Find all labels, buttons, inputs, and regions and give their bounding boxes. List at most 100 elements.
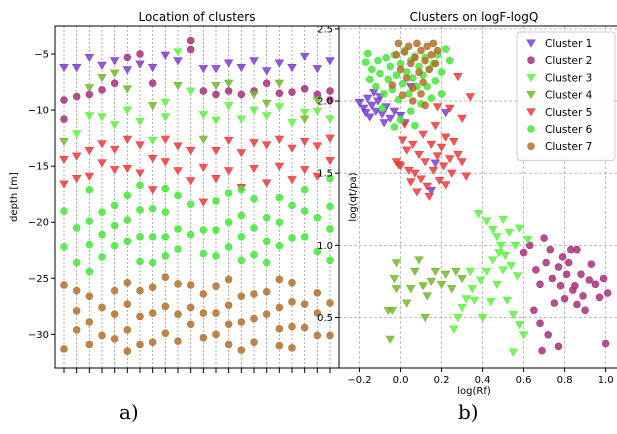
chart-b-point-cluster-3 (496, 241, 506, 250)
chart-a-point-cluster-6 (161, 208, 170, 216)
chart-a-point-cluster-6 (136, 206, 144, 214)
chart-a-y-label: depth [m] (9, 172, 20, 222)
chart-a-point-cluster-7 (72, 286, 81, 295)
chart-a-point-cluster-4 (261, 99, 272, 108)
chart-a-point-cluster-6 (326, 202, 334, 211)
chart-a-point-cluster-7 (237, 318, 246, 326)
chart-b-point-cluster-2 (595, 293, 604, 302)
chart-b-point-cluster-3 (488, 256, 498, 265)
chart-a-point-cluster-2 (224, 87, 233, 95)
chart-b-point-cluster-2 (560, 294, 569, 303)
chart-b-point-cluster-4 (420, 314, 430, 323)
chart-a-point-cluster-5 (211, 147, 221, 156)
chart-b-point-cluster-2 (573, 300, 581, 309)
chart-a-point-cluster-7 (72, 326, 81, 334)
chart-b-point-cluster-6 (437, 90, 446, 98)
chart-a-point-cluster-7 (237, 292, 246, 300)
chart-b-x-tick-label: 0.4 (475, 375, 491, 386)
chart-a-point-cluster-2 (262, 79, 271, 87)
chart-b-point-cluster-5 (414, 150, 424, 160)
chart-b-point-cluster-3 (514, 321, 525, 330)
chart-a-point-cluster-6 (85, 267, 94, 276)
chart-b-point-cluster-1 (379, 119, 389, 128)
chart-a-point-cluster-7 (326, 331, 334, 340)
chart-b-point-cluster-7 (402, 74, 411, 82)
chart-a-point-cluster-2 (237, 90, 246, 99)
chart-b-point-cluster-3 (481, 217, 492, 226)
chart-a-point-cluster-5 (71, 175, 82, 184)
chart-a-point-cluster-6 (136, 257, 144, 266)
chart-a-point-cluster-5 (135, 169, 145, 178)
chart-b-point-cluster-5 (447, 169, 457, 178)
chart-a-point-cluster-7 (199, 290, 208, 298)
legend-label-cluster-7: Cluster 7 (545, 141, 592, 153)
chart-a-point-cluster-2 (110, 79, 119, 87)
chart-a-point-cluster-5 (198, 163, 209, 172)
chart-a-point-cluster-7 (262, 288, 271, 296)
chart-a-point-cluster-1 (173, 57, 183, 66)
chart-a-point-cluster-6 (326, 174, 334, 183)
chart-a-point-cluster-1 (160, 51, 171, 60)
chart-b-point-cluster-7 (417, 90, 425, 98)
chart-b-point-cluster-3 (498, 215, 508, 224)
chart-b-point-cluster-3 (498, 266, 508, 275)
chart-b-point-cluster-7 (388, 81, 397, 89)
chart-b-point-cluster-7 (396, 65, 405, 74)
chart-a-point-cluster-6 (250, 224, 258, 232)
chart-a-point-cluster-6 (237, 256, 246, 265)
chart-a-point-cluster-4 (312, 96, 323, 105)
chart-a-point-cluster-7 (275, 275, 284, 284)
chart-b-point-cluster-1 (395, 112, 406, 121)
chart-a-point-cluster-7 (123, 279, 132, 287)
chart-a-point-cluster-3 (109, 121, 120, 130)
chart-a-point-cluster-4 (223, 79, 234, 88)
chart-a-point-cluster-7 (85, 340, 94, 349)
chart-b-point-cluster-1 (362, 94, 373, 103)
chart-b-point-cluster-7 (409, 97, 417, 105)
chart-a-point-cluster-5 (185, 177, 196, 186)
chart-b-point-cluster-6 (398, 79, 407, 88)
panel-label-a: a) (119, 400, 139, 424)
chart-b-point-cluster-5 (418, 130, 428, 139)
chart-b-point-cluster-2 (526, 241, 534, 250)
chart-a-point-cluster-3 (173, 48, 183, 57)
chart-b-point-cluster-7 (398, 91, 407, 100)
chart-a-title: Location of clusters (138, 10, 255, 24)
chart-b-point-cluster-2 (558, 253, 567, 261)
chart-b-point-cluster-5 (432, 103, 443, 112)
chart-b-point-cluster-7 (429, 39, 438, 48)
chart-b-point-cluster-4 (426, 277, 437, 286)
chart-b-point-cluster-1 (365, 113, 375, 122)
chart-a-point-cluster-4 (97, 74, 107, 83)
chart-a-point-cluster-6 (123, 237, 132, 246)
chart-b-point-cluster-7 (421, 56, 429, 65)
chart-a-point-cluster-6 (85, 240, 94, 249)
chart-b-point-cluster-4 (418, 282, 428, 291)
chart-a-point-cluster-6 (72, 258, 81, 267)
chart-b-point-cluster-6 (446, 56, 454, 65)
chart-b-point-cluster-5 (453, 150, 463, 160)
chart-a-point-cluster-1 (198, 65, 209, 74)
chart-a-point-cluster-7 (174, 337, 182, 345)
legend-marker-cluster-4 (526, 91, 536, 100)
chart-b-point-cluster-5 (401, 146, 412, 155)
chart-b-point-cluster-2 (532, 266, 540, 274)
chart-b-y-tick-label: 2.0 (317, 97, 333, 108)
chart-a-point-cluster-2 (288, 88, 296, 96)
chart-a-point-cluster-5 (160, 158, 171, 167)
chart-b-point-cluster-5 (410, 169, 420, 178)
chart-a-point-cluster-1 (135, 60, 145, 69)
chart-a-point-cluster-5 (236, 149, 247, 158)
chart-a-point-cluster-2 (98, 86, 106, 94)
chart-a-point-cluster-5 (97, 159, 107, 168)
chart-a-point-cluster-7 (199, 333, 208, 342)
chart-b-point-cluster-3 (481, 267, 492, 276)
chart-b-point-cluster-4 (401, 299, 412, 308)
chart-b-point-cluster-3 (514, 224, 525, 233)
chart-a-point-cluster-7 (275, 341, 284, 350)
chart-b-point-cluster-4 (385, 335, 396, 344)
chart-a-point-cluster-7 (250, 338, 258, 346)
chart-a-point-cluster-4 (147, 102, 158, 111)
chart-a-point-cluster-1 (274, 59, 285, 68)
